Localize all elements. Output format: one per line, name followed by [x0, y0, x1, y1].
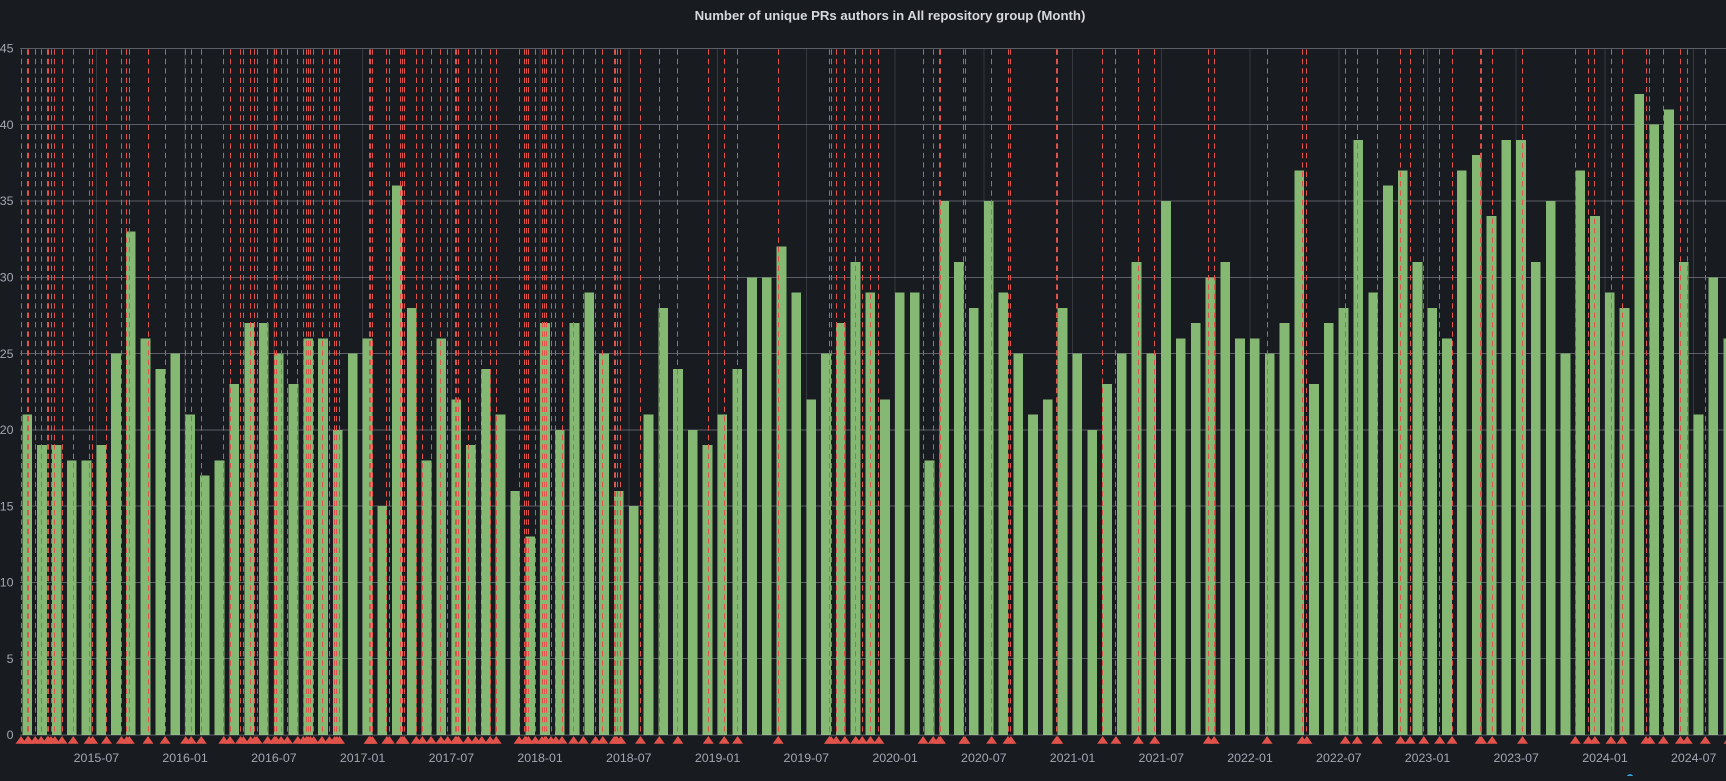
svg-text:2017-01: 2017-01: [340, 751, 386, 765]
svg-text:2019-07: 2019-07: [784, 751, 830, 765]
svg-text:25: 25: [0, 347, 14, 361]
svg-text:2018-01: 2018-01: [517, 751, 563, 765]
svg-text:2015-07: 2015-07: [74, 751, 120, 765]
svg-text:40: 40: [0, 118, 14, 132]
svg-text:2019-01: 2019-01: [695, 751, 741, 765]
svg-text:45: 45: [0, 42, 14, 56]
svg-text:20: 20: [0, 423, 14, 437]
svg-text:2022-01: 2022-01: [1227, 751, 1273, 765]
svg-text:2021-07: 2021-07: [1139, 751, 1185, 765]
svg-text:2024-01: 2024-01: [1582, 751, 1628, 765]
svg-text:2023-01: 2023-01: [1405, 751, 1451, 765]
svg-text:2016-07: 2016-07: [251, 751, 297, 765]
svg-text:2020-01: 2020-01: [872, 751, 918, 765]
svg-text:2018-07: 2018-07: [606, 751, 652, 765]
svg-text:15: 15: [0, 499, 14, 513]
svg-text:2022-07: 2022-07: [1316, 751, 1362, 765]
svg-text:0: 0: [7, 728, 14, 742]
svg-text:2023-07: 2023-07: [1493, 751, 1539, 765]
svg-text:Number of unique PRs authors i: Number of unique PRs authors in All repo…: [695, 8, 1086, 23]
svg-text:2016-01: 2016-01: [162, 751, 208, 765]
svg-text:35: 35: [0, 194, 14, 208]
svg-text:5: 5: [7, 652, 14, 666]
svg-text:2024-07: 2024-07: [1671, 751, 1717, 765]
svg-text:30: 30: [0, 271, 14, 285]
svg-text:2017-07: 2017-07: [429, 751, 475, 765]
svg-text:10: 10: [0, 576, 14, 590]
svg-text:2021-01: 2021-01: [1050, 751, 1096, 765]
svg-text:2020-07: 2020-07: [961, 751, 1007, 765]
